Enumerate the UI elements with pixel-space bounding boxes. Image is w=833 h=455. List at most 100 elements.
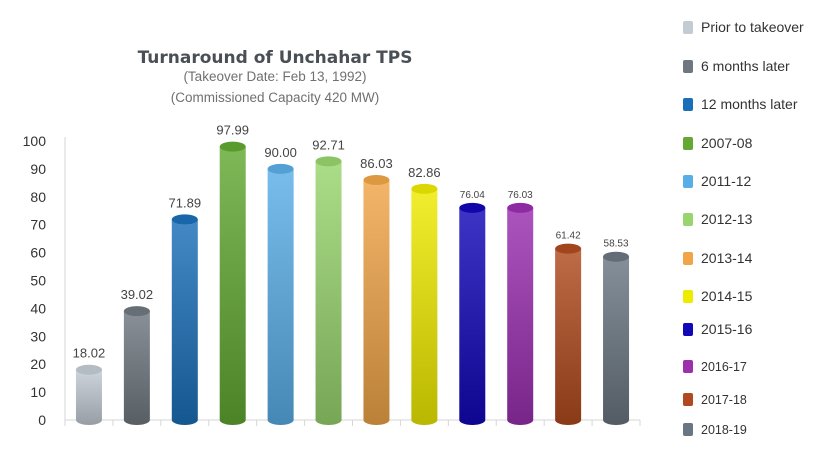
bars: 18.02 39.02 71.89 97.99 90.00 92.71 86.03 82.86… <box>73 123 630 425</box>
y-tick-label: 60 <box>30 245 46 261</box>
data-label: 18.02 <box>73 346 106 361</box>
legend-item: 6 months later <box>683 58 790 74</box>
legend-label: 12 months later <box>701 96 798 112</box>
legend-item: Prior to takeover <box>683 19 804 35</box>
bar-top-cap <box>267 163 294 174</box>
bar-top-cap <box>123 306 150 317</box>
y-tick-label: 40 <box>30 300 46 316</box>
y-tick-label: 70 <box>30 217 46 233</box>
data-label: 97.99 <box>216 123 249 138</box>
bar-top-cap <box>171 214 198 225</box>
data-label: 39.02 <box>121 287 154 302</box>
bar-5: 92.71 <box>312 137 345 425</box>
legend-swatch <box>683 60 693 73</box>
bar-body <box>123 311 150 425</box>
axes: 0 10 20 30 40 50 60 70 80 90 100 <box>23 133 641 428</box>
y-tick-label: 100 <box>23 133 47 149</box>
bar-body <box>555 248 582 425</box>
bar-body <box>459 207 486 425</box>
legend-swatch <box>683 175 693 188</box>
legend-item: 2013-14 <box>683 250 753 266</box>
data-label: 76.03 <box>508 190 533 201</box>
legend-swatch <box>683 290 693 303</box>
data-label: 61.42 <box>556 231 581 242</box>
legend-swatch <box>683 252 693 265</box>
bar-top-cap <box>363 174 390 185</box>
data-label: 92.71 <box>312 137 345 152</box>
data-label: 76.04 <box>460 190 485 201</box>
legend-label: 2012-13 <box>701 211 753 227</box>
data-label: 86.03 <box>360 156 393 171</box>
legend-label: Prior to takeover <box>701 19 804 35</box>
bar-body <box>507 207 534 425</box>
bar-0: 18.02 <box>73 346 106 425</box>
y-tick-label: 50 <box>30 273 46 289</box>
legend-item: 2012-13 <box>683 211 753 227</box>
y-tick-label: 80 <box>30 189 46 205</box>
legend-swatch <box>683 213 693 226</box>
bar-top-cap <box>75 364 102 375</box>
bar-11: 58.53 <box>603 239 630 425</box>
y-tick-label: 0 <box>38 412 46 428</box>
legend-item: 2011-12 <box>683 173 752 189</box>
legend-swatch <box>683 323 693 336</box>
bar-body <box>363 179 390 425</box>
bar-3: 97.99 <box>216 123 249 425</box>
legend-label: 2017-18 <box>701 393 747 407</box>
bar-2: 71.89 <box>169 195 202 425</box>
chart-subtitle-line-1: (Takeover Date: Feb 13, 1992) <box>183 69 366 84</box>
bar-7: 82.86 <box>408 165 441 425</box>
data-label: 82.86 <box>408 165 441 180</box>
legend-swatch <box>683 21 693 34</box>
bar-top-cap <box>555 243 582 254</box>
bar-top-cap <box>411 183 438 194</box>
bar-8: 76.04 <box>459 190 486 425</box>
legend-swatch <box>683 137 693 150</box>
data-label: 71.89 <box>169 195 202 210</box>
bar-6: 86.03 <box>360 156 393 425</box>
legend-label: 2013-14 <box>701 250 753 266</box>
legend-item: 2007-08 <box>683 135 753 151</box>
legend-label: 2016-17 <box>701 360 747 374</box>
chart-subtitle-line-2: (Commissioned Capacity 420 MW) <box>171 90 380 105</box>
legend-swatch <box>683 98 693 111</box>
legend-label: 2018-19 <box>701 423 747 437</box>
legend-swatch <box>683 393 693 406</box>
y-tick-label: 30 <box>30 328 46 344</box>
bar-body <box>411 188 438 425</box>
legend-label: 2014-15 <box>701 288 753 304</box>
bar-top-cap <box>219 141 246 152</box>
bar-top-cap <box>315 156 342 167</box>
bar-top-cap <box>507 202 534 213</box>
legend-label: 2015-16 <box>701 321 753 337</box>
y-tick-label: 20 <box>30 356 46 372</box>
bar-top-cap <box>603 251 630 262</box>
bar-body <box>219 146 246 425</box>
bar-body <box>171 219 198 425</box>
legend-item: 2016-17 <box>683 360 747 374</box>
legend-label: 6 months later <box>701 58 790 74</box>
chart-title: Turnaround of Unchahar TPS <box>138 48 413 68</box>
bar-1: 39.02 <box>121 287 154 425</box>
bar-9: 76.03 <box>507 190 534 425</box>
bar-10: 61.42 <box>555 231 582 425</box>
y-tick-label: 10 <box>30 384 46 400</box>
bar-4: 90.00 <box>264 145 297 425</box>
legend-label: 2011-12 <box>701 173 752 189</box>
legend-item: 2018-19 <box>683 423 747 437</box>
bar-body <box>267 168 294 425</box>
bar-body <box>75 369 102 425</box>
y-tick-label: 90 <box>30 161 46 177</box>
data-label: 58.53 <box>604 239 629 250</box>
data-label: 90.00 <box>264 145 297 160</box>
bar-top-cap <box>459 202 486 213</box>
legend-swatch <box>683 360 693 373</box>
legend-item: 12 months later <box>683 96 798 112</box>
bar-body <box>603 256 630 425</box>
legend-swatch <box>683 423 693 436</box>
legend-item: 2015-16 <box>683 321 753 337</box>
bar-body <box>315 161 342 425</box>
legend: Prior to takeover 6 months later 12 months… <box>683 19 804 437</box>
legend-item: 2017-18 <box>683 393 747 407</box>
